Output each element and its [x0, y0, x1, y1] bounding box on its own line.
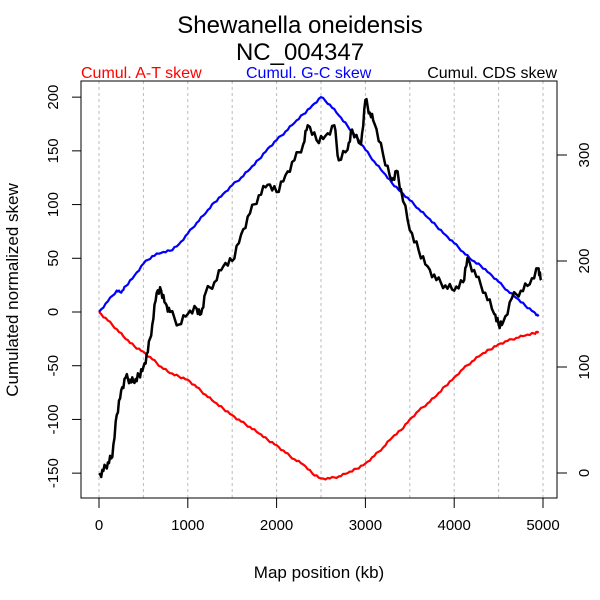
y-tick-label: -100: [45, 404, 62, 434]
y-right-tick-label: 0: [576, 469, 593, 477]
x-axis-label: Map position (kb): [254, 563, 384, 582]
chart-subtitle: NC_004347: [236, 39, 364, 66]
y-tick-label: 0: [45, 308, 62, 316]
x-tick-label: 0: [95, 517, 103, 534]
legend-at-skew: Cumul. A-T skew: [81, 65, 202, 82]
y-right-tick-label: 100: [576, 354, 593, 379]
y-axis-left: -150 -100 -50 0 50 100 150 200: [45, 85, 81, 488]
x-tick-label: 3000: [349, 517, 382, 534]
legend-cds-skew: Cumul. CDS skew: [427, 65, 557, 82]
y-tick-label: 200: [45, 85, 62, 110]
at-skew-line: [98, 311, 540, 481]
y-tick-label: 150: [45, 138, 62, 163]
y-tick-label: 100: [45, 192, 62, 217]
x-tick-label: 2000: [260, 517, 293, 534]
legend-gc-skew: Cumul. G-C skew: [246, 65, 372, 82]
y-right-tick-label: 300: [576, 142, 593, 167]
series-layer: [98, 96, 543, 481]
y-tick-label: 50: [45, 250, 62, 267]
cds-skew-line: [98, 97, 543, 479]
y-axis-label: Cumulated normalized skew: [3, 183, 22, 397]
grid-lines: [98, 81, 544, 498]
y-right-tick-label: 200: [576, 248, 593, 273]
x-tick-label: 4000: [438, 517, 471, 534]
x-tick-label: 1000: [171, 517, 204, 534]
y-axis-right: 0 100 200 300: [557, 142, 593, 477]
chart-title: Shewanella oneidensis: [177, 12, 423, 39]
gc-skew-line: [98, 96, 540, 317]
y-tick-label: -150: [45, 458, 62, 488]
y-tick-label: -50: [45, 355, 62, 377]
x-axis: 0 1000 2000 3000 4000 5000: [95, 497, 560, 534]
x-tick-label: 5000: [526, 517, 559, 534]
